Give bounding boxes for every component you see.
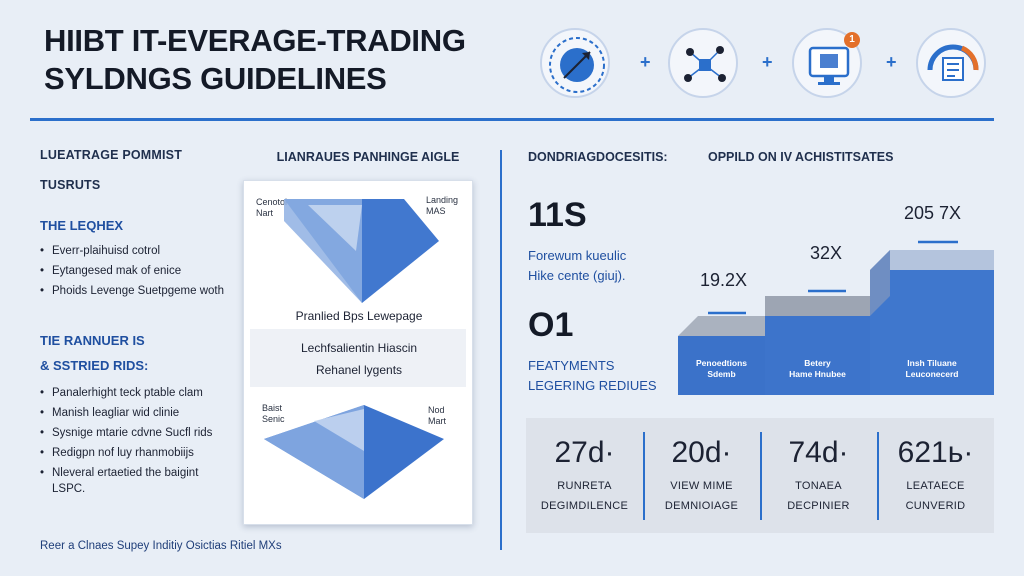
big-number-2: O1 [528, 306, 574, 344]
list-item: Everr-plaihuisd cotrol [40, 241, 240, 261]
step-value-2: 32X [810, 243, 843, 263]
step-top [678, 316, 785, 336]
card-line-3: Rehanel lygents [315, 363, 403, 377]
label-bottom-right: Nod Mart [428, 405, 446, 426]
column-divider [500, 150, 502, 550]
card-line-1: Pranlied Bps Lewepage [295, 309, 423, 323]
list-item: Manish leagliar wid clinie [40, 403, 240, 423]
left-list-1: Everr-plaihuisd cotrol Eytangesed mak of… [40, 241, 240, 301]
stat-value: 74d· [788, 436, 849, 469]
gauge-dial-icon [916, 28, 986, 98]
label-top-right: Landing MAS [426, 195, 459, 216]
label-bottom-left: Baist Senic [262, 403, 285, 424]
left-heading-2: TUSRUTS [40, 178, 101, 192]
list-item: Redigpn nof luy rhanmobiijs [40, 443, 240, 463]
label-top-left: Cenotol Nart [256, 197, 288, 218]
globe-arrow-icon [540, 28, 610, 98]
stat-label: LEATAECE [906, 480, 965, 492]
monitor-chart-icon: 1 [792, 28, 862, 98]
big-number-1: 11S [528, 196, 587, 234]
stat-divider [760, 432, 762, 520]
stat-sublabel: CUNVERID [905, 500, 966, 512]
step-label-3: Insh Tiluane Leuconecerd [905, 358, 959, 379]
left-list-tail: LSPC. [52, 483, 86, 495]
step-side [870, 250, 890, 316]
right-heading-1: DONDRIAGDOCESITIS: [528, 150, 668, 164]
header-icon-row: + + 1 + [540, 22, 1010, 106]
card-band [250, 329, 466, 387]
stat-value: 621ь· [897, 436, 974, 469]
list-item: Panalerhight teck ptable clam [40, 383, 240, 403]
stat-label: RUNRETA [557, 480, 612, 492]
network-nodes-icon [668, 28, 738, 98]
stat-sublabel: DEMNIOIAGE [664, 500, 739, 512]
list-item: Eytangesed mak of enice [40, 261, 240, 281]
step-value-1: 19.2X [700, 270, 748, 290]
stat-divider [877, 432, 879, 520]
big-number-1-caption: Forewum kueulic Hike cente (giuj). [528, 248, 627, 283]
list-item: Nleveral ertaetied the baigint [40, 463, 240, 483]
footer-note: Reer a Clnaes Supey Inditiy Osictias Rit… [40, 540, 282, 552]
left-column: LUEATRAGE POMMIST TUSRUTS THE LEQHEX Eve… [40, 148, 240, 495]
stat-value: 20d· [671, 436, 732, 469]
page-title: HIIBT IT-EVERAGE-TRADING SYLDNGS GUIDELI… [44, 22, 466, 98]
top-wedge-graphic [284, 199, 439, 303]
stat-divider [643, 432, 645, 520]
step-top [765, 296, 890, 316]
stat-value: 27d· [554, 436, 615, 469]
bottom-diamond-graphic [264, 405, 444, 499]
title-line-2: SYLDNGS GUIDELINES [44, 61, 387, 96]
stat-card: 621ь· LEATAECE CUNVERID [877, 418, 994, 533]
title-line-1: HIIBT IT-EVERAGE-TRADING [44, 23, 466, 58]
step-top [870, 250, 994, 270]
middle-title: LIANRAUES PANHINGE AIGLE [276, 150, 460, 164]
plus-separator: + [886, 52, 897, 72]
list-item: Phoids Levenge Suetpgeme woth [40, 281, 240, 301]
left-heading-4: TIE RANNUER IS [40, 333, 145, 348]
stat-label: TONAEA [795, 480, 842, 492]
left-list-2: Panalerhight teck ptable clam Manish lea… [40, 383, 240, 483]
left-heading-3: THE LEQHEX [40, 218, 124, 233]
step-value-3: 205 7X [904, 203, 962, 223]
right-heading-2: OPPILD ON IV ACHISTITSATES [708, 150, 894, 164]
stat-card: 74d· TONAEA DECPINIER [760, 418, 877, 533]
diagram-card: Cenotol Nart Landing MAS Pranlied Bps Lewe… [243, 180, 473, 525]
big-number-2-caption: FEATYMENTS LEGERING REDIUES [528, 358, 657, 393]
step-side [765, 296, 785, 316]
step-label-2: Betery Hame Hnubee [789, 358, 846, 379]
list-item: Sysnige mtarie cdvne Sucfl rids [40, 423, 240, 443]
stat-sublabel: DEGIMDILENCE [540, 500, 629, 512]
card-line-2: Lechfsalientin Hiascin [300, 341, 418, 355]
stat-card: 20d· VIEW MIME DEMNIOIAGE [643, 418, 760, 533]
stat-sublabel: DECPINIER [787, 500, 850, 512]
step-front [765, 316, 870, 395]
step-face [765, 296, 870, 316]
stat-card: 27d· RUNRETA DEGIMDILENCE [526, 418, 643, 533]
plus-separator: + [640, 52, 651, 72]
step-label-1: Penoedtions Sdemb [695, 358, 747, 379]
left-heading-5: & SSTRIED RIDS: [40, 358, 149, 373]
stat-label: VIEW MIME [670, 480, 733, 492]
stats-panel: 27d· RUNRETA DEGIMDILENCE 20d· VIEW MIME… [526, 418, 994, 533]
notification-badge: 1 [844, 32, 860, 48]
left-heading-1: LUEATRAGE POMMIST [40, 148, 183, 162]
plus-separator: + [762, 52, 773, 72]
header-divider [30, 118, 994, 121]
